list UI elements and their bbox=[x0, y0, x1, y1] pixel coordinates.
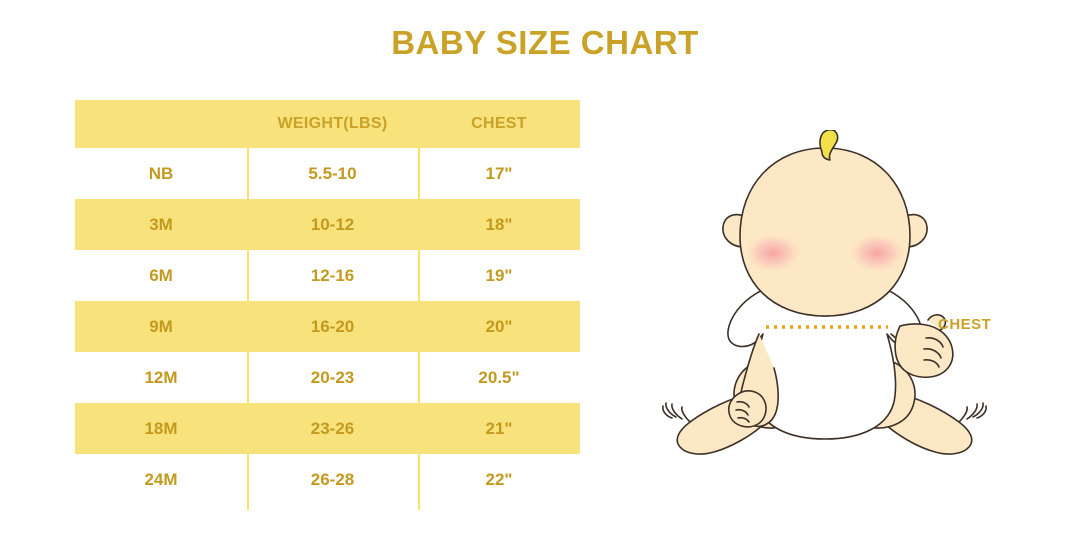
cell-weight: 10-12 bbox=[310, 214, 355, 234]
table-row: 18M 23-26 21" bbox=[75, 403, 580, 454]
cell-weight: 26-28 bbox=[310, 469, 355, 489]
cell-size: 3M bbox=[149, 214, 173, 234]
cell-weight: 20-23 bbox=[310, 367, 355, 387]
table-row: NB 5.5-10 17" bbox=[75, 148, 580, 199]
cell-chest: 22" bbox=[485, 469, 513, 489]
header-cell-chest: CHEST bbox=[471, 115, 527, 132]
cell-chest: 20.5" bbox=[478, 367, 520, 387]
table-row: 9M 16-20 20" bbox=[75, 301, 580, 352]
cell-chest: 19" bbox=[485, 265, 513, 285]
sitting-baby-illustration bbox=[660, 128, 1020, 470]
cell-weight: 12-16 bbox=[310, 265, 355, 285]
table-row: 6M 12-16 19" bbox=[75, 250, 580, 301]
cell-chest: 20" bbox=[485, 316, 513, 336]
table-row: 12M 20-23 20.5" bbox=[75, 352, 580, 403]
cell-size: 24M bbox=[144, 469, 178, 489]
cell-size: 9M bbox=[149, 316, 173, 336]
cell-chest: 21" bbox=[485, 418, 513, 438]
cell-size: 12M bbox=[144, 367, 178, 387]
page-title: BABY SIZE CHART bbox=[391, 24, 699, 61]
cell-size: 6M bbox=[149, 265, 173, 285]
cell-weight: 5.5-10 bbox=[308, 163, 357, 183]
cell-weight: 16-20 bbox=[310, 316, 355, 336]
cell-size: 18M bbox=[144, 418, 178, 438]
table-row: 24M 26-28 22" bbox=[75, 454, 580, 505]
cell-chest: 18" bbox=[485, 214, 513, 234]
cell-chest: 17" bbox=[485, 163, 513, 183]
header-cell-weight: WEIGHT(LBS) bbox=[277, 115, 388, 132]
size-chart-table: WEIGHT(LBS) CHEST NB 5.5-10 17" 3M 10-12… bbox=[75, 100, 580, 510]
chest-label: CHEST bbox=[938, 316, 992, 333]
cell-size: NB bbox=[148, 163, 174, 183]
table-row: 3M 10-12 18" bbox=[75, 199, 580, 250]
cell-weight: 23-26 bbox=[310, 418, 355, 438]
table-header-row: WEIGHT(LBS) CHEST bbox=[75, 100, 580, 148]
